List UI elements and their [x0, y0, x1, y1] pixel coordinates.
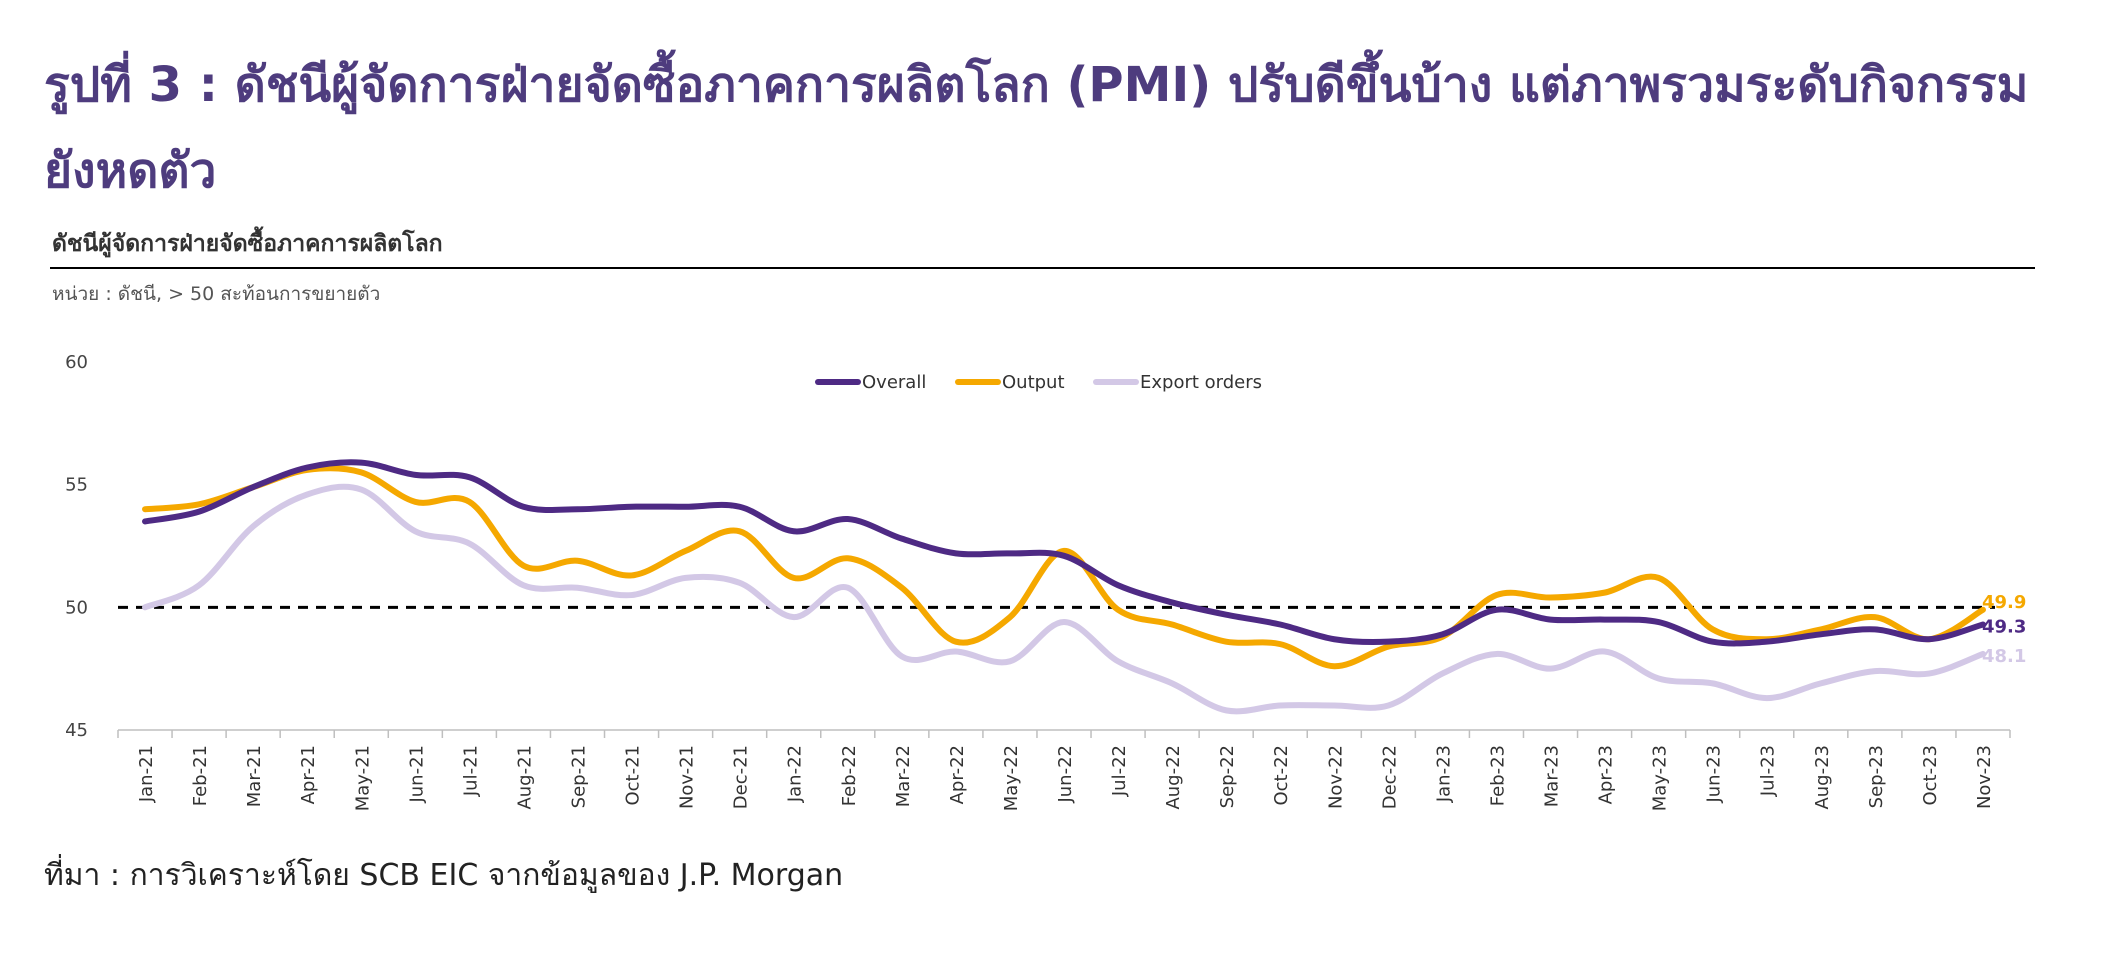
x-tick-label: Mar-22 — [893, 745, 914, 807]
x-tick-label: Nov-21 — [677, 745, 698, 809]
x-tick-label: Apr-23 — [1596, 745, 1617, 804]
x-tick-label: Mar-21 — [244, 745, 265, 807]
y-tick-label: 55 — [65, 475, 88, 496]
x-tick-label: Jul-22 — [1109, 745, 1130, 797]
chart-heading: ดัชนีผู้จัดการฝ่ายจัดซื้อภาคการผลิตโลก — [52, 231, 443, 257]
y-tick-label: 60 — [65, 352, 88, 373]
end-label-overall: 49.3 — [1982, 617, 2026, 638]
x-tick-label: Apr-22 — [947, 745, 968, 804]
legend: Overall Output Export orders — [815, 372, 1262, 393]
x-tick-label: Aug-22 — [1163, 745, 1184, 810]
x-tick-label: Jan-23 — [1433, 745, 1454, 803]
x-tick-label: May-23 — [1650, 745, 1671, 811]
heading-divider — [50, 267, 2035, 269]
source-note: ที่มา : การวิเคราะห์โดย SCB EIC จากข้อมู… — [44, 858, 844, 893]
x-axis: Jan-21 Feb-21 Mar-21 Apr-21 May-21 Jun-21 Jul-… — [117, 729, 2011, 811]
y-tick-label: 50 — [65, 597, 88, 618]
legend-label-export-orders: Export orders — [1140, 372, 1262, 393]
x-tick-label: Jun-21 — [406, 745, 427, 804]
unit-note: หน่วย : ดัชนี, > 50 สะท้อนการขยายตัว — [52, 283, 381, 305]
x-tick-label: Feb-21 — [190, 745, 211, 806]
x-tick-label: Jul-21 — [460, 745, 481, 797]
x-tick-label: Aug-23 — [1812, 745, 1833, 810]
legend-label-output: Output — [1002, 372, 1065, 393]
x-tick-label: Mar-23 — [1542, 745, 1563, 807]
x-tick-label: Sep-21 — [568, 745, 589, 808]
x-tick-label: Feb-23 — [1487, 745, 1508, 806]
series-line-output — [142, 465, 1986, 670]
page-title: รูปที่ 3 : ดัชนีผู้จัดการฝ่ายจัดซื้อภาคก… — [44, 57, 2029, 199]
series-lines — [142, 459, 1986, 715]
end-label-export-orders: 48.1 — [1982, 646, 2026, 667]
x-tick-label: Jul-23 — [1758, 745, 1779, 797]
x-tick-label: Jan-21 — [136, 745, 157, 803]
x-tick-label: May-22 — [1001, 745, 1022, 811]
series-line-overall — [142, 459, 1986, 647]
x-tick-label: Apr-21 — [298, 745, 319, 804]
x-tick-label: Dec-21 — [731, 745, 752, 809]
y-tick-label: 45 — [65, 720, 88, 741]
x-tick-label: Jun-22 — [1055, 745, 1076, 804]
x-tick-label: Sep-22 — [1217, 745, 1238, 808]
x-tick-label: Sep-23 — [1866, 745, 1887, 808]
x-tick-label: May-21 — [352, 745, 373, 811]
x-tick-label: Feb-22 — [839, 745, 860, 806]
x-tick-label: Nov-22 — [1325, 745, 1346, 809]
end-label-output: 49.9 — [1982, 592, 2026, 613]
x-tick-label: Oct-22 — [1271, 745, 1292, 806]
x-tick-label: Nov-23 — [1974, 745, 1995, 809]
x-tick-label: Dec-22 — [1379, 745, 1400, 809]
y-axis: 45 50 55 60 — [65, 352, 88, 741]
x-tick-label: Jun-23 — [1704, 745, 1725, 804]
x-tick-label: Aug-21 — [514, 745, 535, 810]
series-line-export-orders — [142, 483, 1986, 715]
x-tick-label: Oct-21 — [623, 745, 644, 806]
end-value-labels: 49.3 49.9 48.1 — [1982, 592, 2026, 667]
legend-label-overall: Overall — [862, 372, 926, 393]
x-tick-label: Jan-22 — [785, 745, 806, 803]
x-tick-label: Oct-23 — [1920, 745, 1941, 806]
